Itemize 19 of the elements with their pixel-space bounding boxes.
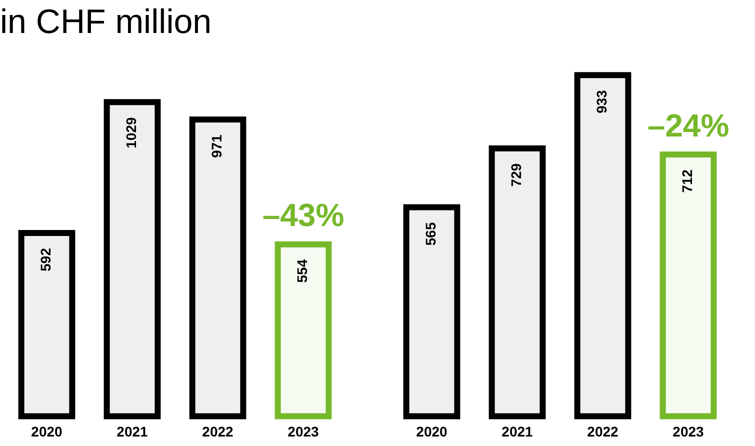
- x-tick-label: 2020: [31, 423, 63, 440]
- x-tick-label: 2020: [416, 423, 448, 440]
- data-label: 592: [38, 248, 54, 272]
- x-tick-label: 2021: [502, 423, 534, 440]
- data-label: 565: [422, 222, 439, 246]
- data-label: 933: [594, 90, 610, 114]
- data-label: 1029: [123, 116, 140, 148]
- data-label: 971: [208, 134, 225, 158]
- chart-title: in CHF million: [0, 2, 213, 43]
- data-label: 729: [508, 163, 524, 187]
- x-tick-label: 2021: [116, 423, 148, 440]
- x-tick-label: 2023: [288, 423, 320, 440]
- x-tick-label: 2023: [672, 423, 704, 440]
- annotation: –24%: [647, 107, 730, 144]
- data-label: 712: [679, 169, 696, 193]
- x-tick-label: 2022: [202, 423, 234, 440]
- annotation: –43%: [262, 197, 344, 234]
- x-tick-label: 2022: [587, 423, 619, 440]
- data-label: 554: [294, 259, 310, 283]
